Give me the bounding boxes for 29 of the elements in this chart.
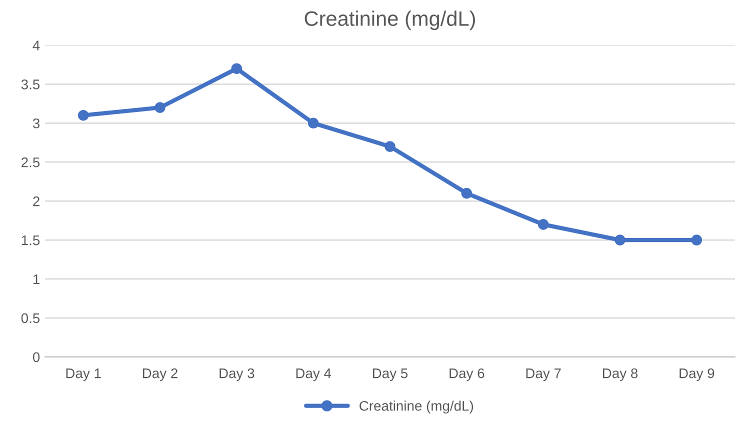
x-tick-label: Day 6: [450, 368, 484, 381]
point: [614, 234, 626, 246]
y-tick-label: 0.5: [21, 313, 40, 324]
y-tick-label: 3.5: [21, 80, 40, 90]
x-tick-label: Day 1: [66, 368, 101, 381]
point: [461, 188, 472, 199]
point: [384, 141, 396, 152]
point: [308, 118, 319, 129]
x-tick-label: Day 5: [373, 368, 408, 381]
x-tick-label: Day 4: [296, 368, 332, 381]
point: [154, 102, 166, 113]
y-tick-label: 0: [32, 352, 40, 362]
x-tick-label: Day 9: [680, 368, 714, 381]
point: [231, 63, 242, 74]
y-tick-label: 1: [33, 274, 40, 284]
x-tick-label: Day 3: [220, 368, 254, 381]
legend-label: Creatinine (mg/dL): [360, 400, 474, 414]
x-tick-label: Day 7: [526, 368, 561, 381]
chart-title: Creatinine (mg/dL): [304, 10, 475, 30]
y-tick-label: 2.5: [22, 157, 40, 168]
point: [538, 219, 549, 230]
x-tick-label: Day 8: [603, 368, 638, 381]
y-tick-label: 1.5: [22, 236, 40, 246]
y-tick-label: 2: [33, 196, 40, 206]
y-tick-label: 3: [32, 118, 40, 128]
y-tick-label: 4: [32, 40, 40, 50]
point: [691, 234, 702, 246]
point: [78, 110, 89, 121]
x-tick-label: Day 2: [143, 368, 178, 381]
